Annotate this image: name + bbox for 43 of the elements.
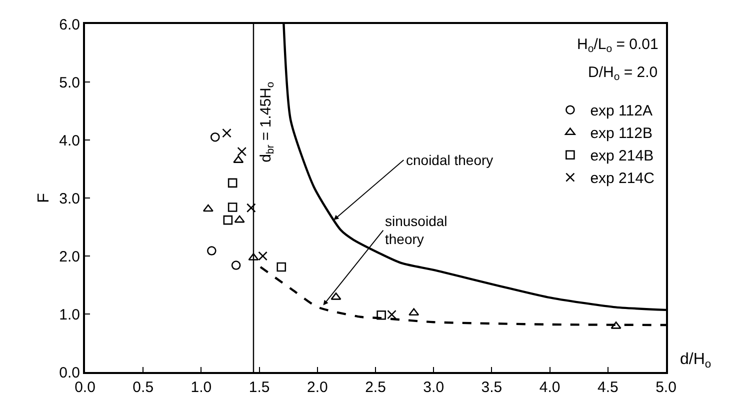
point — [258, 251, 268, 261]
legend-label: exp 112B — [590, 125, 652, 142]
x-tick-label: 4.0 — [539, 379, 560, 396]
x-axis-title: d/H$_{o}$ — [680, 351, 712, 370]
point — [207, 246, 216, 256]
point — [228, 178, 238, 188]
x-tick-label: 4.5 — [597, 379, 618, 396]
y-tick-label: 2.0 — [59, 248, 80, 266]
legend-label: exp 112A — [590, 102, 652, 120]
annotation: D/H$_{o}$ = 2.0 — [588, 64, 658, 84]
y-tick-label: 6.0 — [59, 16, 80, 34]
x-tick-label: 0.0 — [74, 379, 96, 396]
point — [202, 204, 214, 212]
legend-label: exp 214C — [590, 170, 655, 188]
point — [210, 132, 220, 142]
x-tick-label: 3.5 — [481, 379, 502, 396]
point — [223, 215, 233, 225]
point — [228, 202, 238, 212]
y-tick-label: 5.0 — [59, 74, 80, 92]
point — [246, 203, 256, 213]
annotation: cnoidal theory — [406, 152, 494, 168]
point — [276, 262, 286, 272]
y-axis-title: F — [36, 192, 53, 203]
x-tick-label: 0.5 — [132, 379, 154, 396]
y-tick-label: 3.0 — [59, 190, 80, 208]
x-tick-label: 3.0 — [423, 379, 444, 396]
annotation: H$_{o}$/L$_{o}$ = 0.01 — [577, 36, 658, 56]
x-tick-label: 2.5 — [365, 379, 386, 396]
y-tick-label: 0.0 — [59, 364, 80, 382]
point — [231, 260, 241, 270]
point — [387, 310, 396, 320]
y-tick-label: 4.0 — [59, 132, 80, 150]
x-tick-label: 2.0 — [306, 379, 328, 396]
legend-label: exp 214B — [590, 148, 654, 165]
x-tick-label: 1.0 — [190, 379, 212, 396]
point — [376, 310, 386, 320]
point — [222, 128, 232, 138]
x-tick-label: 5.0 — [656, 379, 676, 396]
point — [237, 146, 247, 156]
y-tick-label: 1.0 — [59, 306, 80, 324]
x-tick-label: 1.5 — [248, 379, 270, 396]
annotation: sinusoidal theory — [385, 213, 448, 248]
point — [234, 215, 245, 223]
